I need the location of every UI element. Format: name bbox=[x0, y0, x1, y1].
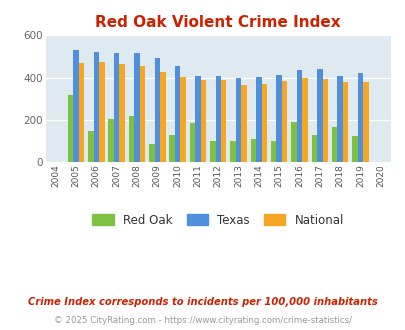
Bar bbox=[276, 75, 281, 162]
Bar bbox=[114, 53, 119, 162]
Bar bbox=[235, 78, 241, 162]
Bar bbox=[189, 123, 195, 162]
Bar bbox=[261, 84, 266, 162]
Bar bbox=[175, 66, 180, 162]
Bar bbox=[119, 64, 125, 162]
Bar bbox=[154, 57, 160, 162]
Bar bbox=[352, 136, 357, 162]
Legend: Red Oak, Texas, National: Red Oak, Texas, National bbox=[87, 209, 348, 231]
Bar bbox=[281, 81, 287, 162]
Bar bbox=[200, 80, 206, 162]
Bar bbox=[322, 79, 327, 162]
Title: Red Oak Violent Crime Index: Red Oak Violent Crime Index bbox=[95, 15, 340, 30]
Bar bbox=[241, 85, 246, 162]
Bar bbox=[128, 116, 134, 162]
Bar bbox=[311, 135, 316, 162]
Bar bbox=[296, 70, 302, 162]
Bar bbox=[108, 119, 114, 162]
Bar bbox=[160, 72, 165, 162]
Bar bbox=[215, 76, 220, 162]
Bar bbox=[362, 82, 368, 162]
Bar bbox=[209, 141, 215, 162]
Bar bbox=[357, 74, 362, 162]
Bar bbox=[291, 122, 296, 162]
Bar bbox=[149, 145, 154, 162]
Bar bbox=[270, 141, 276, 162]
Bar bbox=[88, 131, 94, 162]
Bar bbox=[337, 76, 342, 162]
Bar bbox=[256, 77, 261, 162]
Text: Crime Index corresponds to incidents per 100,000 inhabitants: Crime Index corresponds to incidents per… bbox=[28, 297, 377, 307]
Bar bbox=[342, 82, 347, 162]
Bar bbox=[302, 78, 307, 162]
Bar bbox=[134, 53, 139, 162]
Bar bbox=[79, 63, 84, 162]
Bar bbox=[99, 62, 104, 162]
Bar bbox=[250, 139, 256, 162]
Text: © 2025 CityRating.com - https://www.cityrating.com/crime-statistics/: © 2025 CityRating.com - https://www.city… bbox=[54, 316, 351, 325]
Bar bbox=[230, 141, 235, 162]
Bar bbox=[73, 50, 79, 162]
Bar bbox=[180, 77, 185, 162]
Bar bbox=[195, 76, 200, 162]
Bar bbox=[94, 52, 99, 162]
Bar bbox=[68, 95, 73, 162]
Bar bbox=[169, 135, 175, 162]
Bar bbox=[316, 69, 322, 162]
Bar bbox=[331, 127, 337, 162]
Bar bbox=[220, 80, 226, 162]
Bar bbox=[139, 66, 145, 162]
